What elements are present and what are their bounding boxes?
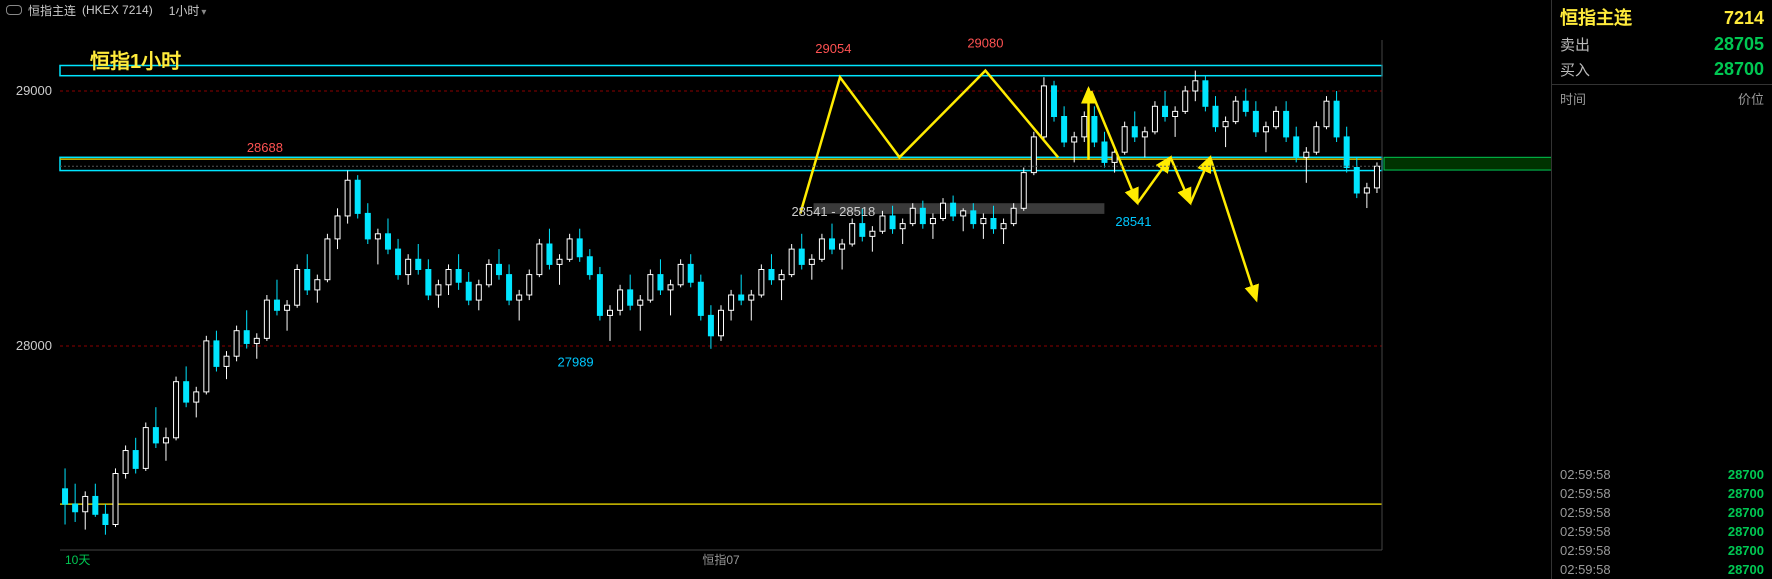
sell-label: 卖出 (1560, 34, 1590, 55)
trade-time: 02:59:58 (1560, 505, 1611, 520)
col-price: 价位 (1738, 89, 1764, 108)
svg-text:28541 - 28518: 28541 - 28518 (791, 204, 875, 219)
svg-text:28000: 28000 (16, 338, 52, 353)
svg-text:10天: 10天 (65, 553, 90, 567)
trade-row: 02:59:58 28700 (1552, 465, 1772, 484)
top-bar: 恒指主连 (HKEX 7214) 1小时▾ (0, 0, 206, 20)
trade-row: 02:59:58 28700 (1552, 522, 1772, 541)
timeframe-selector[interactable]: 1小时▾ (169, 2, 207, 19)
trade-time: 02:59:58 (1560, 543, 1611, 558)
symbol-name: 恒指主连 (28, 2, 76, 19)
trade-time: 02:59:58 (1560, 562, 1611, 577)
buy-value: 28700 (1714, 59, 1764, 80)
quote-header: 恒指主连 7214 (1552, 0, 1772, 32)
svg-text:恒指07: 恒指07 (702, 552, 740, 567)
trade-row: 02:59:58 28700 (1552, 560, 1772, 579)
svg-text:28688: 28688 (247, 140, 283, 155)
svg-text:29054: 29054 (815, 41, 851, 56)
svg-text:29000: 29000 (16, 83, 52, 98)
divider (1552, 84, 1772, 85)
side-panel: 恒指主连 7214 卖出 28705 买入 28700 时间 价位 02:59:… (1551, 0, 1772, 579)
svg-text:28541: 28541 (1115, 214, 1151, 229)
trade-row: 02:59:58 28700 (1552, 484, 1772, 503)
trade-header: 时间 价位 (1552, 87, 1772, 110)
svg-text:27989: 27989 (558, 354, 594, 369)
link-icon (6, 5, 22, 15)
chart-area[interactable]: 28000 29000 恒指1小时 28688 29054 29080 27989 28541… (0, 20, 1552, 579)
buy-label: 买入 (1560, 59, 1590, 80)
trade-list: 02:59:582870002:59:582870002:59:58287000… (1552, 465, 1772, 579)
trade-row: 02:59:58 28700 (1552, 541, 1772, 560)
trade-price: 28700 (1728, 486, 1764, 501)
trade-price: 28700 (1728, 562, 1764, 577)
quote-name: 恒指主连 (1560, 4, 1632, 30)
sell-row: 卖出 28705 (1552, 32, 1772, 57)
col-time: 时间 (1560, 89, 1586, 108)
quote-code: 7214 (1724, 8, 1764, 29)
trade-price: 28700 (1728, 543, 1764, 558)
trade-price: 28700 (1728, 505, 1764, 520)
buy-row: 买入 28700 (1552, 57, 1772, 82)
trade-price: 28700 (1728, 467, 1764, 482)
trade-time: 02:59:58 (1560, 467, 1611, 482)
trade-row: 02:59:58 28700 (1552, 503, 1772, 522)
trade-price: 28700 (1728, 524, 1764, 539)
trade-time: 02:59:58 (1560, 524, 1611, 539)
exchange-code: (HKEX 7214) (82, 3, 153, 17)
candlestick-chart[interactable]: 28000 29000 恒指1小时 28688 29054 29080 27989 28541… (0, 20, 1552, 579)
svg-text:29080: 29080 (967, 36, 1003, 51)
chevron-down-icon: ▾ (201, 7, 206, 18)
sell-value: 28705 (1714, 34, 1764, 55)
trade-time: 02:59:58 (1560, 486, 1611, 501)
svg-text:恒指1小时: 恒指1小时 (90, 49, 181, 73)
